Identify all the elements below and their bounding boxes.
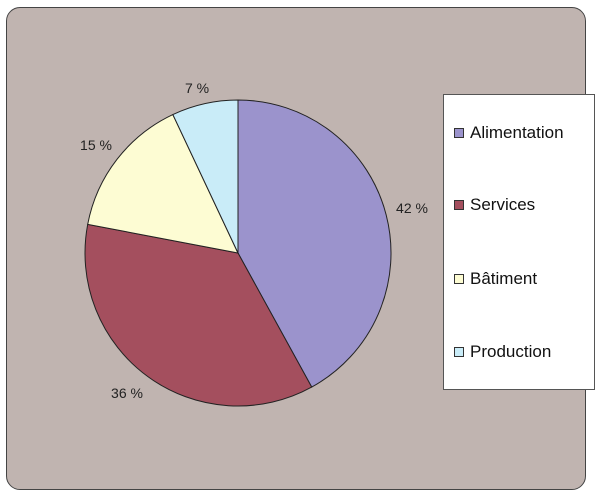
slice-label-batiment: 15 % [80,137,112,153]
legend-swatch-services [454,200,464,210]
pie-slice-services [84,223,313,407]
legend-item-services: Services [454,195,535,215]
legend-swatch-batiment [454,274,464,284]
legend-label-production: Production [470,342,552,361]
pie-slice-alimentation [237,99,392,388]
legend-swatch-alimentation [454,128,464,138]
legend-label-batiment: Bâtiment [470,269,538,288]
legend-swatch-production [454,347,464,357]
slice-label-services: 36 % [111,385,143,401]
slice-label-production: 7 % [185,80,209,96]
legend-label-alimentation: Alimentation [470,123,564,142]
legend-item-production: Production [454,342,551,362]
slice-label-alimentation: 42 % [396,200,428,216]
pie-slice-batiment [87,113,239,254]
legend: Alimentation Services Bâtiment Productio… [443,94,595,390]
legend-item-alimentation: Alimentation [454,123,564,143]
legend-item-batiment: Bâtiment [454,269,537,289]
pie-slice-production [172,99,239,254]
legend-label-services: Services [470,195,536,214]
